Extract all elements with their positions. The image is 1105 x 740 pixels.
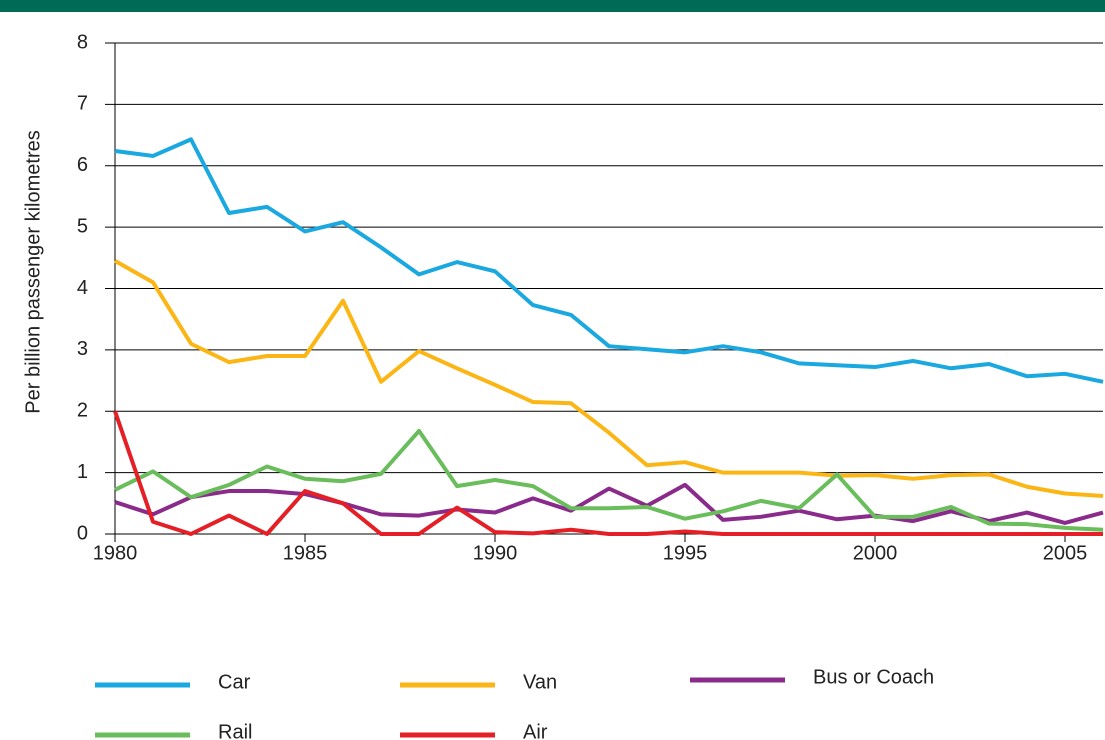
legend-label: Bus or Coach — [813, 666, 934, 688]
data-line — [113, 410, 1103, 536]
data-line — [114, 428, 1104, 532]
y-tick-label: 4 — [77, 277, 88, 299]
data-line — [114, 137, 1104, 384]
y-tick-label: 5 — [77, 215, 88, 237]
data-line — [114, 482, 1104, 525]
legend-label: Van — [523, 671, 557, 693]
y-tick-label: 0 — [77, 522, 88, 544]
legend-label: Rail — [218, 721, 252, 740]
y-tick-label: 2 — [77, 400, 88, 422]
y-tick-label: 7 — [77, 93, 88, 115]
legend-label: Air — [523, 721, 548, 740]
x-tick-label: 2000 — [853, 542, 898, 564]
y-tick-label: 1 — [77, 461, 88, 483]
y-tick-label: 6 — [77, 154, 88, 176]
x-tick-label: 1995 — [663, 542, 708, 564]
y-axis-label: Per billion passenger kilometres — [22, 130, 44, 413]
header-bar — [0, 0, 1105, 12]
x-tick-label: 1990 — [473, 542, 518, 564]
y-tick-label: 3 — [77, 338, 88, 360]
x-tick-label: 2005 — [1043, 542, 1088, 564]
legend-label: Car — [218, 671, 251, 693]
x-tick-label: 1980 — [93, 542, 138, 564]
data-line — [114, 259, 1104, 498]
x-tick-label: 1985 — [283, 542, 328, 564]
y-tick-label: 8 — [77, 31, 88, 53]
